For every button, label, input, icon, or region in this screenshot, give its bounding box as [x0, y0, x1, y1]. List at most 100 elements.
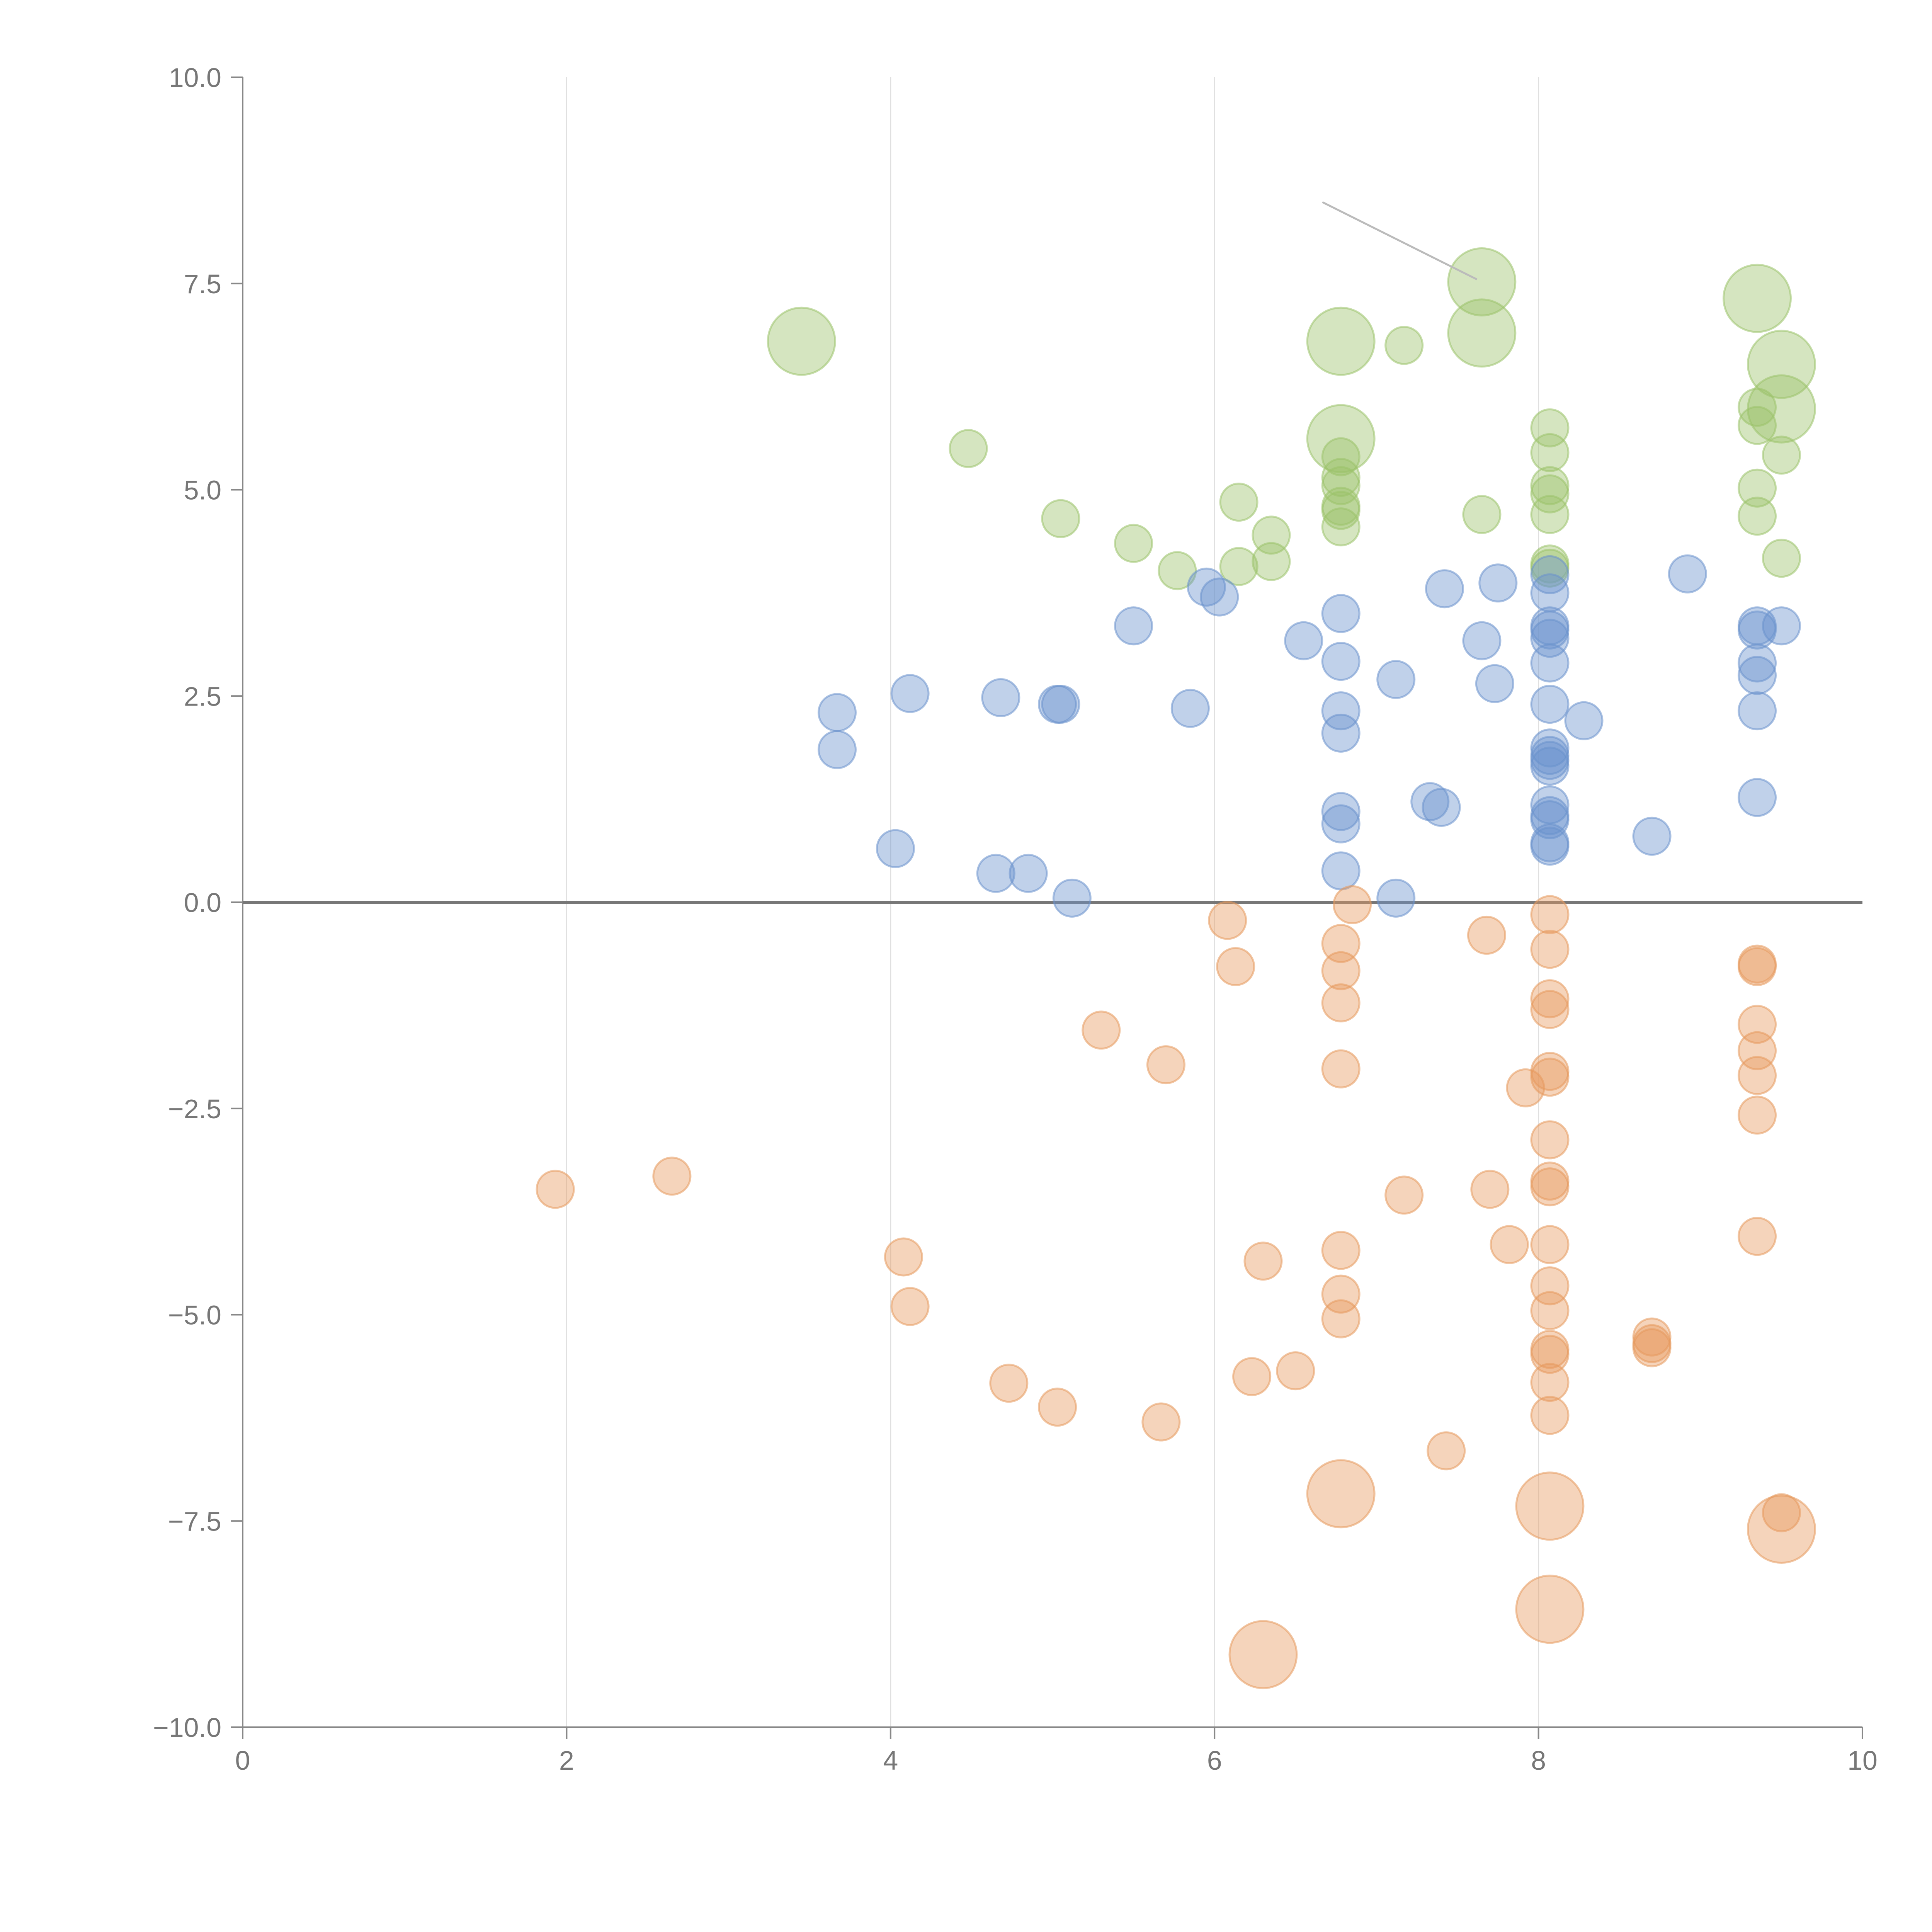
blue-bubble — [1376, 660, 1416, 699]
green-bubble — [1747, 330, 1816, 399]
green-bubble — [1321, 491, 1361, 530]
y-tick-label: −7.5 — [168, 1506, 221, 1536]
orange-bubble — [1530, 1225, 1570, 1264]
blue-bubble — [1410, 782, 1450, 821]
blue-bubble — [1321, 792, 1361, 831]
y-tick-label: −5.0 — [168, 1300, 221, 1330]
blue-bubble — [1321, 594, 1361, 633]
green-bubble — [1447, 247, 1517, 316]
orange-bubble — [989, 1364, 1029, 1403]
blue-bubble — [1321, 804, 1361, 844]
y-tick-label: 7.5 — [184, 269, 221, 299]
blue-bubble — [1738, 643, 1777, 683]
blue-bubble — [1321, 691, 1361, 731]
blue-bubble — [1530, 610, 1570, 650]
y-tick-label: 10.0 — [169, 63, 221, 93]
blue-bubble — [1284, 621, 1323, 660]
blue-bubble — [1738, 691, 1777, 731]
green-bubble — [1723, 264, 1792, 333]
orange-bubble — [1762, 1493, 1801, 1532]
blue-bubble — [1200, 577, 1239, 617]
orange-bubble — [1321, 1231, 1361, 1270]
green-bubble — [1747, 374, 1816, 444]
orange-bubble — [1141, 1402, 1181, 1442]
green-bubble — [1114, 524, 1153, 563]
green-bubble — [1530, 474, 1570, 514]
blue-bubble — [1321, 642, 1361, 681]
green-bubble — [1252, 542, 1291, 581]
green-bubble — [1738, 468, 1777, 508]
orange-bubble — [1530, 895, 1570, 934]
orange-bubble — [1082, 1010, 1121, 1050]
bubbles — [536, 247, 1816, 1689]
x-tick-label: 4 — [883, 1745, 898, 1776]
blue-bubble — [890, 674, 930, 713]
blue-bubble — [1422, 787, 1461, 827]
orange-bubble — [1232, 1357, 1272, 1396]
orange-bubble — [1146, 1045, 1185, 1085]
blue-bubble — [981, 678, 1020, 718]
green-bubble — [1219, 547, 1259, 586]
orange-bubble — [1530, 1291, 1570, 1330]
green-bubble — [1447, 298, 1517, 368]
orange-bubble — [1321, 924, 1361, 963]
green-bubble — [1306, 306, 1376, 376]
orange-bubble — [1427, 1431, 1466, 1471]
blue-bubble — [1530, 685, 1570, 724]
green-bubble — [1384, 326, 1424, 365]
blue-bubble — [1762, 606, 1801, 646]
orange-bubble — [1530, 1396, 1570, 1435]
blue-bubble — [1564, 701, 1604, 740]
orange-bubble — [1306, 1459, 1376, 1529]
green-bubble — [1762, 435, 1801, 475]
orange-bubble — [1530, 1120, 1570, 1160]
orange-bubble — [1216, 947, 1255, 986]
blue-bubble — [1170, 689, 1210, 728]
blue-bubble — [1738, 778, 1777, 817]
green-bubble — [1530, 495, 1570, 534]
blue-bubble — [1187, 567, 1226, 607]
orange-bubble — [1632, 1328, 1672, 1367]
orange-bubble — [1738, 1095, 1777, 1135]
blue-bubble — [1376, 878, 1416, 918]
orange-bubble — [1530, 979, 1570, 1019]
orange-bubble — [1276, 1351, 1315, 1391]
orange-bubble — [1243, 1242, 1283, 1281]
orange-bubble — [1490, 1225, 1529, 1264]
blue-bubble — [876, 829, 915, 868]
orange-bubble — [1467, 915, 1506, 955]
y-tick-label: −10.0 — [153, 1713, 221, 1743]
axes: 0 2 4 6 8 10 10.0 7.5 5.0 2.5 0.0 −2.5 −5.0 −7.5 −10.0 — [153, 63, 1878, 1776]
x-tick-label: 0 — [235, 1745, 250, 1776]
orange-bubble — [890, 1287, 930, 1326]
orange-bubble — [536, 1170, 575, 1209]
orange-bubble — [1321, 983, 1361, 1022]
blue-bubble — [1009, 854, 1048, 893]
orange-bubble — [1321, 1049, 1361, 1088]
x-tick-label: 2 — [559, 1745, 574, 1776]
orange-bubble — [1530, 990, 1570, 1029]
orange-bubble — [1738, 1056, 1777, 1095]
y-tick-label: 5.0 — [184, 475, 221, 505]
blue-bubble — [817, 693, 857, 732]
orange-bubble — [1738, 947, 1777, 986]
x-tick-label: 6 — [1207, 1745, 1222, 1776]
blue-bubble — [976, 854, 1015, 893]
green-bubble — [1321, 457, 1361, 497]
orange-bubble — [1515, 1471, 1585, 1541]
green-bubble — [1219, 483, 1259, 522]
blue-bubble — [1114, 606, 1153, 646]
blue-bubble — [1738, 610, 1777, 650]
y-tick-label: 0.0 — [184, 888, 221, 918]
blue-bubble — [1530, 747, 1570, 786]
blue-bubble — [1475, 664, 1514, 703]
blue-bubble — [1041, 685, 1080, 724]
blue-bubble — [1530, 573, 1570, 612]
orange-bubble — [1321, 1299, 1361, 1338]
green-bubble — [1041, 499, 1080, 538]
y-tick-label: −2.5 — [168, 1094, 221, 1124]
green-bubble — [949, 429, 988, 468]
green-bubble — [1530, 433, 1570, 472]
orange-bubble — [1321, 951, 1361, 990]
